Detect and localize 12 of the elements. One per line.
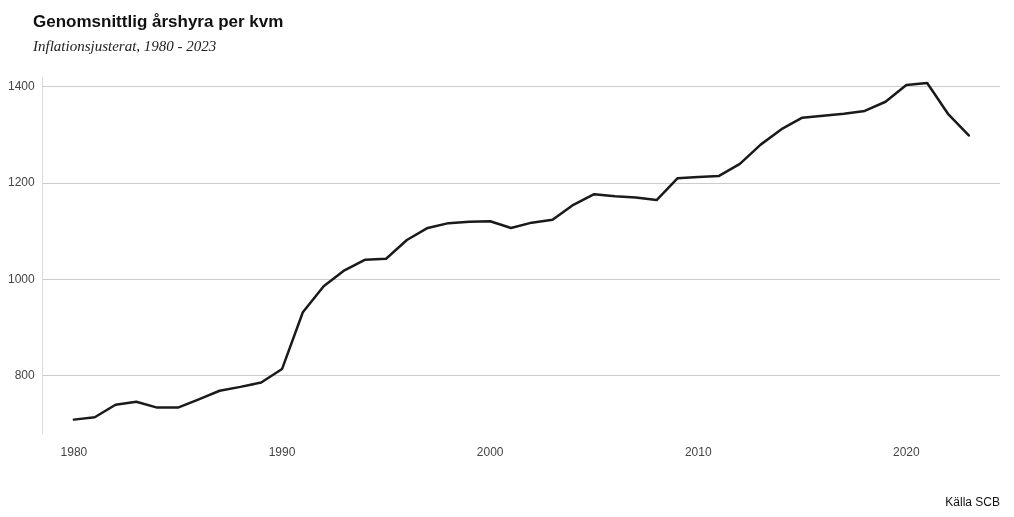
x-tick-label: 2010	[684, 445, 712, 460]
x-tick-label: 2020	[893, 445, 921, 460]
y-tick-label: 1000	[7, 271, 36, 286]
chart-subtitle: Inflationsjusterat, 1980 - 2023	[33, 38, 217, 55]
x-tick-label: 1980	[60, 445, 88, 460]
y-tick-label: 800	[14, 368, 36, 383]
x-tick-label: 2000	[476, 445, 504, 460]
x-tick-label: 1990	[268, 445, 296, 460]
chart-title: Genomsnittlig årshyra per kvm	[33, 12, 284, 32]
text: Källa SCB	[945, 495, 1000, 509]
y-tick-label: 1200	[7, 175, 36, 190]
y-tick-label: 1400	[7, 79, 36, 94]
